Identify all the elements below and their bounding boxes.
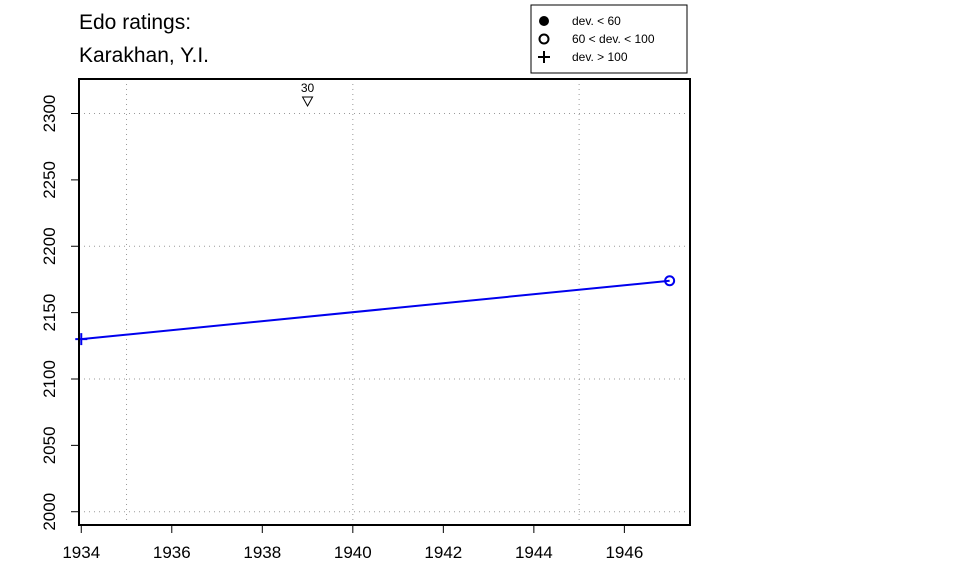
legend-entry-filled-circle: dev. < 60 — [539, 14, 621, 28]
legend-box — [530, 4, 688, 74]
x-tick-label: 1940 — [334, 543, 372, 562]
y-axis: 2000 2050 2100 2150 2200 2250 2300 — [40, 95, 79, 531]
x-tick-label: 1946 — [605, 543, 643, 562]
filled-circle-icon — [539, 16, 549, 26]
series-layer — [75, 275, 676, 346]
x-tick-label: 1934 — [62, 543, 100, 562]
annotation-label: 30 — [301, 81, 315, 95]
y-tick-label: 2150 — [40, 294, 59, 332]
legend-label-dev-60-100: 60 < dev. < 100 — [572, 32, 655, 46]
chart-title-line2: Karakhan, Y.I. — [79, 44, 209, 67]
x-axis: 1934 1936 1938 1940 1942 1944 1946 — [62, 525, 643, 562]
legend-entry-open-circle: 60 < dev. < 100 — [538, 32, 655, 46]
y-tick-label: 2000 — [40, 493, 59, 531]
legend-entry-plus: dev. > 100 — [538, 50, 628, 64]
plot-frame — [78, 78, 691, 526]
series-line — [81, 279, 670, 341]
open-circle-icon — [538, 33, 550, 45]
y-tick-label: 2050 — [40, 426, 59, 464]
x-tick-label: 1944 — [515, 543, 553, 562]
down-triangle-icon — [301, 96, 314, 108]
data-point-open-circle — [664, 275, 676, 287]
legend: dev. < 60 60 < dev. < 100 dev. > 100 — [530, 4, 688, 74]
x-tick-label: 1942 — [424, 543, 462, 562]
x-tick-label: 1936 — [153, 543, 191, 562]
legend-label-dev-lt-60: dev. < 60 — [572, 14, 621, 28]
plus-icon — [538, 51, 550, 63]
y-tick-label: 2200 — [40, 227, 59, 265]
grid — [79, 79, 690, 525]
y-tick-label: 2100 — [40, 360, 59, 398]
y-tick-label: 2300 — [40, 95, 59, 133]
x-tick-label: 1938 — [243, 543, 281, 562]
legend-label-dev-gt-100: dev. > 100 — [572, 50, 628, 64]
annotations-layer: 30 — [301, 81, 315, 108]
chart-title-line1: Edo ratings: — [79, 11, 191, 34]
data-point-plus — [75, 333, 88, 346]
y-tick-label: 2250 — [40, 161, 59, 199]
